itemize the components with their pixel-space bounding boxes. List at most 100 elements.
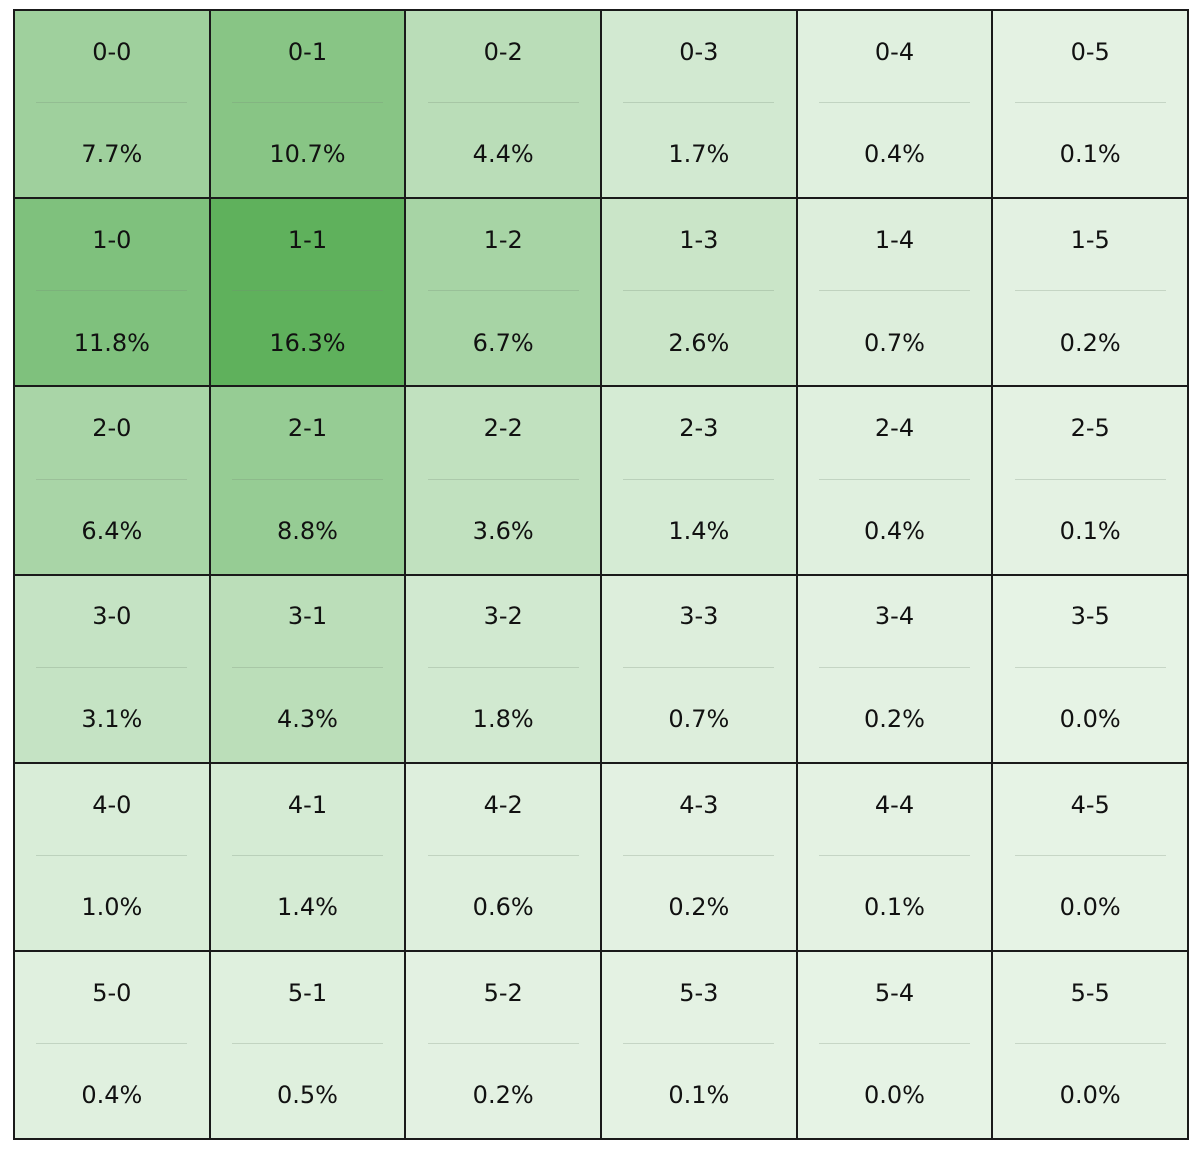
probability-label: 0.1% [864, 893, 925, 921]
heatmap-cell: 0-3 1.7% [602, 11, 798, 200]
cell-divider [1014, 854, 1166, 856]
scoreline-label: 1-3 [679, 226, 719, 255]
cell-divider [623, 854, 775, 856]
cell-divider [36, 1043, 188, 1045]
probability-label: 0.7% [864, 328, 925, 357]
heatmap-cell: 3-0 3.1% [15, 575, 211, 764]
cell-divider [231, 666, 384, 668]
scoreline-label: 3-0 [92, 602, 132, 631]
probability-label: 0.4% [81, 1081, 143, 1110]
scoreline-label: 3-2 [483, 602, 523, 631]
score-probability-heatmap: 0-0 7.7% 0-1 10.7% 0-2 4.4% 0-3 1.7% 0-4 0.4% 0-5 0… [13, 9, 1189, 1140]
heatmap-cell: 2-5 0.1% [993, 387, 1189, 576]
scoreline-label: 0-1 [287, 37, 328, 66]
heatmap-cell: 5-1 0.5% [210, 951, 407, 1140]
cell-divider [427, 854, 579, 856]
cell-divider [231, 1043, 384, 1045]
cell-divider [623, 478, 775, 480]
scoreline-label: 4-0 [92, 790, 132, 819]
probability-label: 1.7% [668, 140, 730, 169]
probability-label: 0.1% [668, 1081, 730, 1110]
cell-divider [36, 854, 188, 856]
cell-divider [623, 290, 775, 292]
scoreline-label: 0-4 [874, 37, 915, 66]
heatmap-cell: 2-2 3.6% [406, 387, 602, 576]
probability-label: 1.0% [81, 893, 143, 921]
heatmap-cell: 3-1 4.3% [210, 575, 407, 764]
scoreline-label: 3-3 [679, 602, 719, 631]
scoreline-label: 2-5 [1070, 414, 1110, 443]
heatmap-cell: 4-0 1.0% [15, 763, 211, 952]
probability-label: 0.2% [864, 704, 925, 733]
scoreline-label: 1-1 [287, 226, 328, 255]
probability-label: 3.6% [472, 516, 534, 545]
probability-label: 3.1% [81, 704, 143, 733]
heatmap-cell: 5-4 0.0% [797, 951, 994, 1140]
probability-label: 1.8% [472, 704, 534, 733]
scoreline-label: 5-0 [92, 978, 132, 1007]
heatmap-cell: 1-4 0.7% [797, 199, 994, 388]
heatmap-cell: 5-0 0.4% [15, 951, 211, 1140]
scoreline-label: 1-4 [874, 226, 915, 255]
scoreline-label: 4-5 [1070, 790, 1110, 819]
cell-divider [1014, 666, 1166, 668]
heatmap-cell: 0-0 7.7% [15, 11, 211, 200]
cell-divider [231, 854, 384, 856]
probability-label: 6.4% [81, 516, 143, 545]
cell-divider [623, 102, 775, 104]
heatmap-cell: 1-0 11.8% [15, 199, 211, 388]
probability-label: 7.7% [81, 140, 143, 169]
heatmap-cell: 2-1 8.8% [210, 387, 407, 576]
cell-divider [1014, 290, 1166, 292]
heatmap-cell: 4-5 0.0% [993, 763, 1189, 952]
probability-label: 16.3% [269, 328, 346, 357]
scoreline-label: 0-2 [483, 37, 523, 66]
heatmap-cell: 5-2 0.2% [406, 951, 602, 1140]
heatmap-cell: 2-4 0.4% [797, 387, 994, 576]
scoreline-label: 5-3 [679, 978, 719, 1007]
cell-divider [36, 102, 188, 104]
scoreline-label: 0-3 [679, 37, 719, 66]
heatmap-cell: 3-4 0.2% [797, 575, 994, 764]
cell-divider [36, 478, 188, 480]
scoreline-label: 4-3 [679, 790, 719, 819]
cell-divider [427, 666, 579, 668]
scoreline-label: 5-1 [287, 978, 328, 1007]
probability-label: 0.0% [1059, 704, 1121, 733]
heatmap-cell: 0-4 0.4% [797, 11, 994, 200]
cell-divider [818, 854, 971, 856]
cell-divider [623, 666, 775, 668]
probability-label: 0.5% [277, 1081, 338, 1110]
probability-label: 10.7% [269, 140, 346, 169]
scoreline-label: 3-1 [287, 602, 328, 631]
scoreline-label: 4-1 [287, 790, 328, 819]
heatmap-cell: 4-1 1.4% [210, 763, 407, 952]
cell-divider [818, 102, 971, 104]
probability-label: 0.4% [864, 516, 925, 545]
scoreline-label: 1-2 [483, 226, 523, 255]
cell-divider [427, 478, 579, 480]
cell-divider [623, 1043, 775, 1045]
heatmap-cell: 4-3 0.2% [602, 763, 798, 952]
scoreline-label: 5-4 [874, 978, 915, 1007]
probability-label: 6.7% [472, 328, 534, 357]
heatmap-cell: 4-4 0.1% [797, 763, 994, 952]
probability-label: 0.6% [472, 893, 534, 921]
cell-divider [818, 666, 971, 668]
heatmap-cell: 1-2 6.7% [406, 199, 602, 388]
probability-label: 4.4% [472, 140, 534, 169]
probability-label: 0.0% [1059, 893, 1121, 921]
probability-label: 0.1% [1059, 140, 1121, 169]
scoreline-label: 4-2 [483, 790, 523, 819]
probability-label: 1.4% [277, 893, 338, 921]
heatmap-cell: 0-2 4.4% [406, 11, 602, 200]
scoreline-label: 2-1 [287, 414, 328, 443]
cell-divider [231, 478, 384, 480]
heatmap-cell: 5-5 0.0% [993, 951, 1189, 1140]
heatmap-cell: 3-2 1.8% [406, 575, 602, 764]
cell-divider [818, 1043, 971, 1045]
heatmap-cell: 1-5 0.2% [993, 199, 1189, 388]
scoreline-label: 2-4 [874, 414, 915, 443]
heatmap-cell: 5-3 0.1% [602, 951, 798, 1140]
scoreline-label: 5-5 [1070, 978, 1110, 1007]
